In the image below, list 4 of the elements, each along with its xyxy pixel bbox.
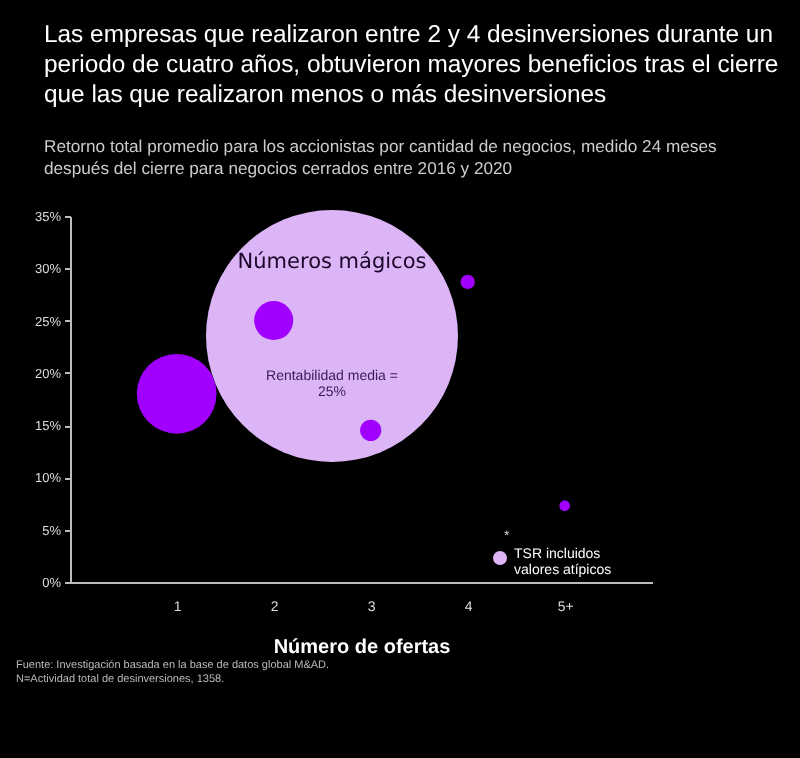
- chart-subtitle: Retorno total promedio para los accionistas por cantidad de negocios, medido 24 meses después del cierre para negocios cerrados entre 2016 y 2020: [44, 136, 719, 180]
- annotation: Números mágicos: [235, 250, 429, 275]
- chart-title: Las empresas que realizaron entre 2 y 4 desinversiones durante un periodo de cuatro años, obtuvieron mayores beneficios tras el cierre que las que realizaron menos o más desinversiones: [44, 20, 781, 110]
- x-axis-title: Número de ofertas: [273, 637, 452, 659]
